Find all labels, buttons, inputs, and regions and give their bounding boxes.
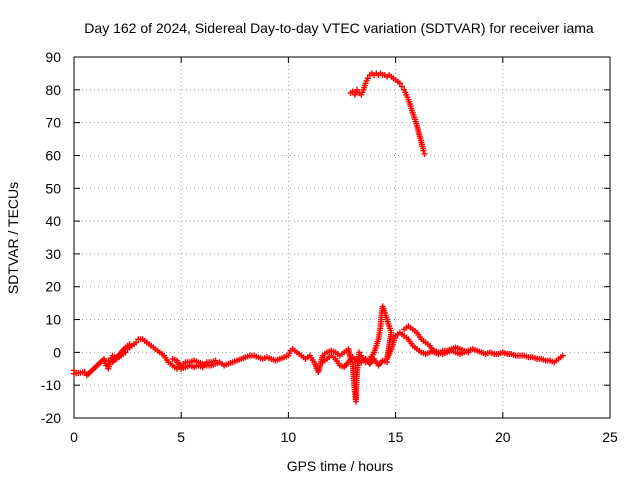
data-point [384, 359, 391, 366]
data-point [356, 349, 363, 356]
x-tick-label: 20 [495, 429, 511, 445]
y-tick-label: 30 [45, 246, 61, 262]
data-point [465, 349, 472, 356]
x-tick-label: 0 [70, 429, 78, 445]
y-tick-label: 60 [45, 147, 61, 163]
axis-ticks: 0 5 10 15 20 25 -20 -10 0 10 20 30 40 50 60 70 80 90 [41, 49, 618, 445]
data-point [126, 341, 133, 348]
y-tick-label: -10 [41, 377, 61, 393]
y-tick-label: 90 [45, 49, 61, 65]
y-axis-title: SDTVAR / TECUs [5, 182, 21, 294]
x-axis-title: GPS time / hours [287, 458, 394, 474]
y-tick-label: 50 [45, 180, 61, 196]
data-point [364, 75, 371, 82]
data-points [71, 70, 566, 405]
data-point [133, 339, 140, 346]
data-point [103, 362, 110, 369]
chart-title: Day 162 of 2024, Sidereal Day-to-day VTE… [84, 20, 594, 36]
data-point [212, 357, 219, 364]
x-tick-label: 5 [177, 429, 185, 445]
data-point [396, 80, 403, 87]
data-point [420, 147, 427, 154]
x-tick-label: 10 [281, 429, 297, 445]
y-tick-label: 80 [45, 82, 61, 98]
data-point [421, 150, 428, 157]
data-point [354, 86, 361, 93]
y-tick-label: 70 [45, 115, 61, 131]
plot-frame [73, 56, 611, 419]
y-tick-label: 40 [45, 213, 61, 229]
plot-area [73, 56, 611, 419]
data-point [81, 369, 88, 376]
y-tick-label: 20 [45, 279, 61, 295]
x-tick-label: 15 [388, 429, 404, 445]
data-point [559, 352, 566, 359]
y-tick-label: -20 [41, 410, 61, 426]
data-point [399, 83, 406, 90]
y-tick-label: 10 [45, 312, 61, 328]
y-tick-label: 0 [53, 344, 61, 360]
data-point [349, 88, 356, 95]
x-tick-label: 25 [602, 429, 618, 445]
